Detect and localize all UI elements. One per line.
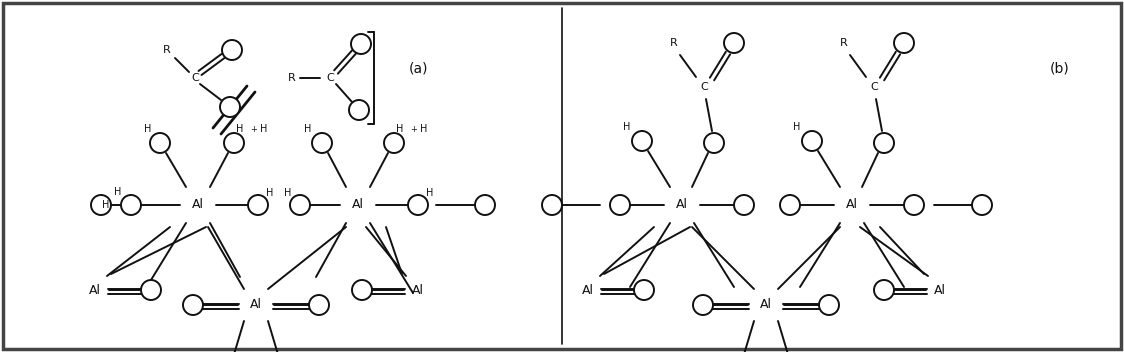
Circle shape <box>475 195 495 215</box>
Text: (a): (a) <box>408 61 428 75</box>
Circle shape <box>972 195 992 215</box>
Text: +: + <box>251 125 257 133</box>
Text: H: H <box>284 188 292 198</box>
Circle shape <box>220 97 241 117</box>
Text: C: C <box>870 82 878 92</box>
Text: R: R <box>163 45 171 55</box>
Text: H: H <box>236 124 244 134</box>
Text: H: H <box>794 122 800 132</box>
Text: H: H <box>305 124 311 134</box>
Circle shape <box>724 33 744 53</box>
Circle shape <box>634 280 654 300</box>
Circle shape <box>309 295 329 315</box>
Circle shape <box>803 131 822 151</box>
Text: Al: Al <box>89 283 101 296</box>
Circle shape <box>734 195 754 215</box>
Text: Al: Al <box>676 199 688 212</box>
Text: H: H <box>624 122 631 132</box>
Circle shape <box>351 34 371 54</box>
Text: H: H <box>420 124 428 134</box>
Text: Al: Al <box>250 298 262 312</box>
Circle shape <box>223 40 242 60</box>
Text: Al: Al <box>760 298 772 312</box>
Text: R: R <box>670 38 678 48</box>
Circle shape <box>632 131 652 151</box>
Text: Al: Al <box>192 199 203 212</box>
Circle shape <box>542 195 562 215</box>
Circle shape <box>904 195 924 215</box>
Circle shape <box>183 295 203 315</box>
Text: H: H <box>144 124 152 134</box>
Circle shape <box>248 195 268 215</box>
Circle shape <box>149 133 170 153</box>
Circle shape <box>121 195 140 215</box>
Circle shape <box>408 195 428 215</box>
Circle shape <box>352 280 372 300</box>
Text: H: H <box>115 187 121 197</box>
Text: R: R <box>840 38 847 48</box>
Text: H: H <box>426 188 434 198</box>
Text: H: H <box>102 200 110 210</box>
Text: Al: Al <box>582 283 593 296</box>
Circle shape <box>290 195 310 215</box>
Text: C: C <box>191 73 199 83</box>
Text: R: R <box>288 73 296 83</box>
Circle shape <box>312 133 332 153</box>
Text: H: H <box>266 188 273 198</box>
Circle shape <box>224 133 244 153</box>
Text: Al: Al <box>846 199 858 212</box>
Circle shape <box>894 33 914 53</box>
Circle shape <box>384 133 404 153</box>
Text: (b): (b) <box>1050 61 1070 75</box>
Text: Al: Al <box>352 199 364 212</box>
Text: Al: Al <box>934 283 946 296</box>
Circle shape <box>348 100 369 120</box>
Text: H: H <box>397 124 404 134</box>
Circle shape <box>704 133 724 153</box>
Circle shape <box>694 295 713 315</box>
Circle shape <box>780 195 800 215</box>
Circle shape <box>819 295 839 315</box>
Text: +: + <box>410 125 417 133</box>
Circle shape <box>140 280 161 300</box>
Text: C: C <box>700 82 708 92</box>
Text: Al: Al <box>413 283 424 296</box>
Circle shape <box>610 195 629 215</box>
Circle shape <box>874 280 894 300</box>
Text: H: H <box>261 124 268 134</box>
Circle shape <box>874 133 894 153</box>
Text: C: C <box>326 73 334 83</box>
Circle shape <box>91 195 111 215</box>
